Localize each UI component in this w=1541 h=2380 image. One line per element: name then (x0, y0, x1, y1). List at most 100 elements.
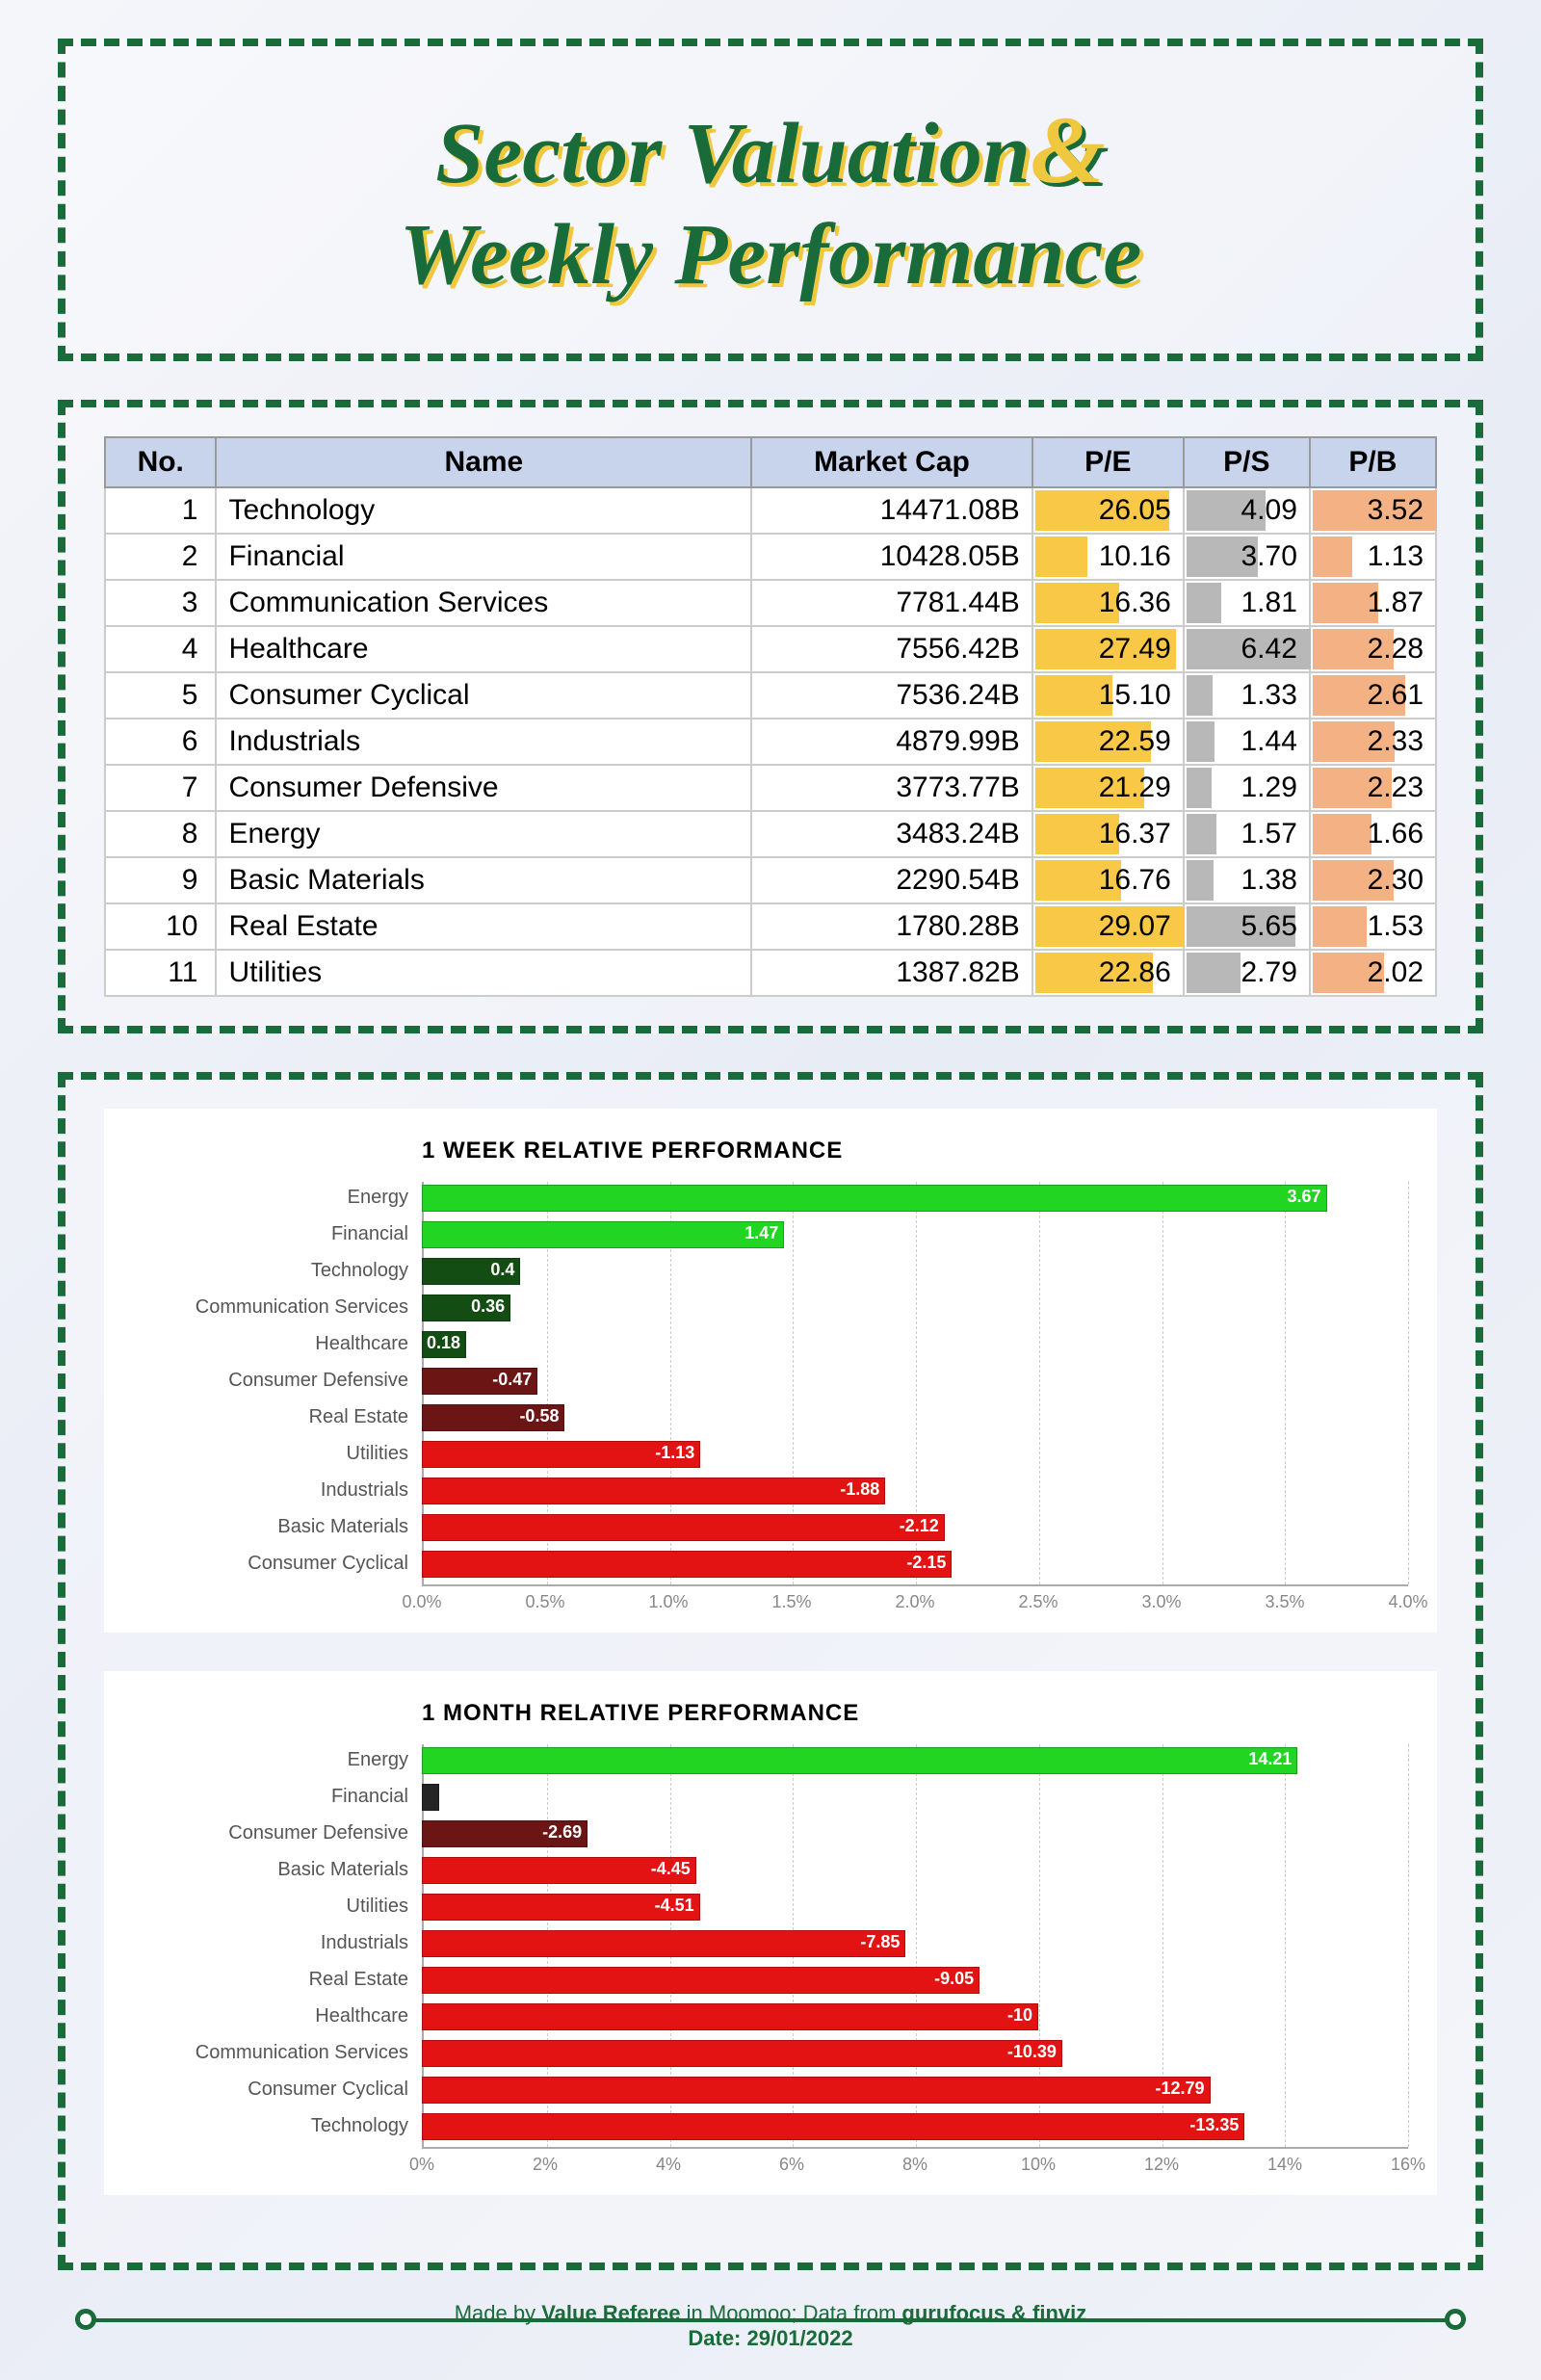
table-cell: 22.59 (1032, 719, 1184, 765)
table-header: P/E (1032, 437, 1184, 487)
chart-row: Consumer Cyclical-2.15 (133, 1548, 1408, 1581)
table-header: P/B (1310, 437, 1436, 487)
x-axis-tick: 2.5% (1018, 1592, 1058, 1612)
chart-bar (422, 2040, 1062, 2067)
table-row: 11Utilities1387.82B22.862.792.02 (105, 950, 1436, 996)
table-cell: 15.10 (1032, 672, 1184, 719)
chart-row: Energy14.21 (133, 1744, 1408, 1777)
chart-week: Energy3.67Financial1.47Technology0.4Comm… (133, 1182, 1408, 1613)
chart-row: Financial1.47 (133, 1218, 1408, 1251)
table-cell: 2.28 (1310, 626, 1436, 672)
chart-bar (422, 1514, 945, 1541)
chart-row-label: Financial (133, 1223, 422, 1245)
title-line-2: Weekly Performance (400, 207, 1142, 302)
table-cell: 8 (105, 811, 216, 857)
chart-row: Consumer Defensive-2.69 (133, 1818, 1408, 1850)
chart-row-label: Consumer Cyclical (133, 2079, 422, 2101)
chart-bar-value: 0.4 (490, 1260, 514, 1280)
chart-row-label: Communication Services (133, 1296, 422, 1319)
table-cell: 6 (105, 719, 216, 765)
chart-row-label: Utilities (133, 1896, 422, 1918)
table-row: 2Financial10428.05B10.163.701.13 (105, 534, 1436, 580)
chart-row: Basic Materials-4.45 (133, 1854, 1408, 1887)
table-cell: 29.07 (1032, 903, 1184, 950)
footer-text: Made by Value Referee in Moomoo; Data fr… (437, 2301, 1105, 2351)
table-cell: 3.52 (1310, 487, 1436, 534)
table-cell: 1.81 (1184, 580, 1310, 626)
table-cell: Communication Services (216, 580, 751, 626)
table-cell: 2.30 (1310, 857, 1436, 903)
title-line-1: Sector Valuation (435, 106, 1031, 201)
table-row: 1Technology14471.08B26.054.093.52 (105, 487, 1436, 534)
x-axis-tick: 0% (409, 2155, 434, 2175)
table-cell: Basic Materials (216, 857, 751, 903)
page-title: Sector Valuation& Weekly Performance (104, 94, 1437, 305)
table-row: 10Real Estate1780.28B29.075.651.53 (105, 903, 1436, 950)
x-axis-tick: 2% (533, 2155, 558, 2175)
chart-row-label: Utilities (133, 1443, 422, 1465)
table-cell: 4.09 (1184, 487, 1310, 534)
chart-row-label: Industrials (133, 1479, 422, 1502)
chart-week-title: 1 WEEK RELATIVE PERFORMANCE (133, 1138, 1408, 1164)
chart-row-label: Basic Materials (133, 1516, 422, 1538)
table-cell: Consumer Cyclical (216, 672, 751, 719)
chart-bar-value: -10 (1007, 2005, 1032, 2026)
chart-row: Utilities-4.51 (133, 1891, 1408, 1923)
table-cell: Industrials (216, 719, 751, 765)
chart-bar (422, 1784, 439, 1811)
table-cell: 10 (105, 903, 216, 950)
table-cell: 10.16 (1032, 534, 1184, 580)
table-cell: 4879.99B (751, 719, 1032, 765)
chart-bar (422, 2003, 1038, 2030)
footer-circle-left (75, 2309, 96, 2330)
table-cell: 1.87 (1310, 580, 1436, 626)
chart-row: Communication Services-10.39 (133, 2037, 1408, 2070)
table-cell: 16.76 (1032, 857, 1184, 903)
chart-row: Utilities-1.13 (133, 1438, 1408, 1471)
table-cell: 2.79 (1184, 950, 1310, 996)
table-header: Name (216, 437, 751, 487)
table-cell: 7781.44B (751, 580, 1032, 626)
chart-row-label: Energy (133, 1749, 422, 1771)
chart-row: Consumer Defensive-0.47 (133, 1365, 1408, 1398)
valuation-table: No.NameMarket CapP/EP/SP/B1Technology144… (104, 436, 1437, 997)
footer-author: Value Referee (541, 2301, 680, 2325)
table-header: Market Cap (751, 437, 1032, 487)
table-cell: 27.49 (1032, 626, 1184, 672)
chart-row: Communication Services0.36 (133, 1292, 1408, 1324)
x-axis-tick: 10% (1021, 2155, 1056, 2175)
chart-bar (422, 2113, 1244, 2140)
chart-bar (422, 1221, 784, 1248)
table-row: 9Basic Materials2290.54B16.761.382.30 (105, 857, 1436, 903)
chart-bar-value: -1.88 (840, 1479, 879, 1500)
chart-row: Healthcare0.18 (133, 1328, 1408, 1361)
x-axis-tick: 3.0% (1141, 1592, 1181, 1612)
chart-bar-value: -2.12 (900, 1516, 939, 1536)
title-box: Sector Valuation& Weekly Performance (58, 39, 1483, 361)
chart-week-block: 1 WEEK RELATIVE PERFORMANCE Energy3.67Fi… (104, 1109, 1437, 1633)
table-cell: 1.33 (1184, 672, 1310, 719)
chart-bar (422, 1930, 905, 1957)
table-cell: 21.29 (1032, 765, 1184, 811)
table-cell: 14471.08B (751, 487, 1032, 534)
table-cell: 1.44 (1184, 719, 1310, 765)
chart-month: Energy14.21Financial-0.28Consumer Defens… (133, 1744, 1408, 2176)
chart-bar-value: -0.28 (445, 1786, 484, 1806)
table-cell: 7556.42B (751, 626, 1032, 672)
table-cell: 2290.54B (751, 857, 1032, 903)
chart-bar-value: -2.15 (906, 1553, 946, 1573)
table-cell: 4 (105, 626, 216, 672)
table-cell: 22.86 (1032, 950, 1184, 996)
chart-bar-value: -12.79 (1156, 2079, 1205, 2099)
table-cell: 9 (105, 857, 216, 903)
chart-row: Healthcare-10 (133, 2001, 1408, 2033)
chart-bar-value: 3.67 (1287, 1187, 1320, 1207)
chart-bar-value: 0.18 (427, 1333, 460, 1353)
chart-bar-value: -4.45 (651, 1859, 691, 1879)
x-axis-tick: 16% (1391, 2155, 1425, 2175)
table-cell: Utilities (216, 950, 751, 996)
chart-bar (422, 2077, 1211, 2104)
table-header: P/S (1184, 437, 1310, 487)
chart-bar (422, 1185, 1327, 1212)
table-row: 4Healthcare7556.42B27.496.422.28 (105, 626, 1436, 672)
